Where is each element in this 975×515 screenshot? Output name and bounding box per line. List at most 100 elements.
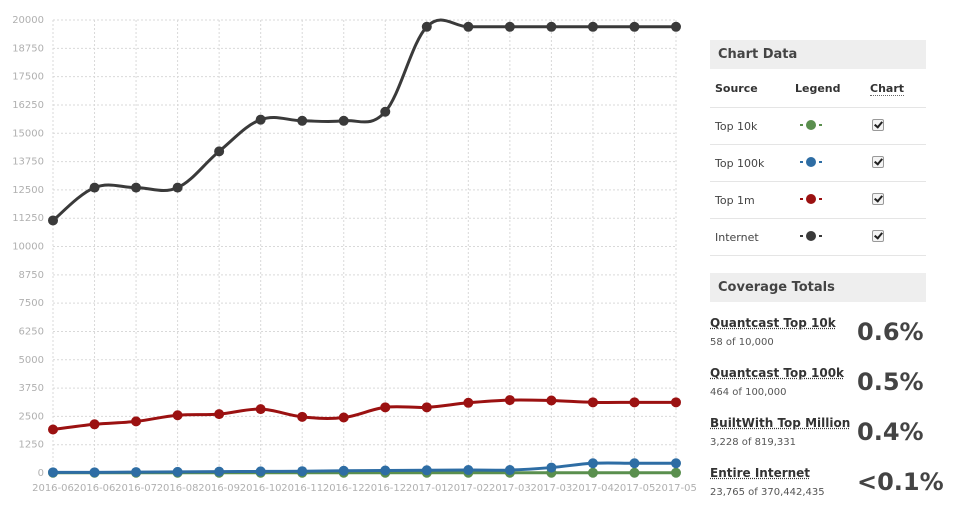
data-point [338, 412, 349, 423]
data-point [546, 21, 557, 32]
x-tick-label: 2016-12 [323, 483, 365, 494]
coverage-name-link[interactable]: Entire Internet [710, 466, 811, 480]
data-point [463, 465, 474, 476]
coverage-item: Quantcast Top 100k 464 of 100,000 0.5% [710, 360, 926, 410]
series-top-1m [48, 395, 681, 435]
data-point [421, 21, 432, 32]
data-point [214, 409, 225, 420]
x-tick-label: 2016-07 [115, 483, 157, 494]
x-tick-label: 2016-12 [364, 483, 406, 494]
y-tick-label: 18750 [12, 43, 44, 54]
header-chart-label: Chart [870, 81, 905, 96]
data-point [546, 462, 557, 473]
data-point [671, 397, 681, 408]
x-tick-label: 2017-05 [614, 483, 656, 494]
data-point [671, 21, 681, 32]
coverage-count: 3,228 of 819,331 [710, 437, 796, 448]
x-tick-label: 2016-08 [157, 483, 199, 494]
data-point [172, 410, 183, 421]
series-checkbox-internet[interactable] [872, 229, 884, 242]
data-point [338, 115, 349, 126]
legend-cell [794, 144, 869, 182]
header-chart: Chart [869, 69, 926, 108]
chart-toggle-cell [869, 107, 926, 145]
data-point [89, 419, 100, 430]
data-point [131, 467, 142, 478]
data-point [48, 467, 58, 478]
data-point [629, 21, 640, 32]
coverage-item: BuiltWith Top Million 3,228 of 819,331 0… [710, 410, 926, 460]
data-point [297, 411, 308, 422]
y-tick-label: 3750 [19, 383, 44, 394]
source-label: Top 10k [710, 107, 794, 145]
x-tick-label: 2016-06 [32, 483, 74, 494]
x-tick-label: 2017-02 [447, 483, 489, 494]
source-label: Top 1m [710, 181, 794, 219]
data-point [297, 115, 308, 126]
table-row: Top 1m [710, 181, 926, 219]
y-tick-label: 11250 [12, 213, 44, 224]
x-tick-label: 2016-09 [198, 483, 240, 494]
x-axis: 2016-06 2016-06 2016-07 2016-08 2016-09 2016-… [32, 483, 697, 494]
series-checkbox-top-10k[interactable] [872, 118, 884, 131]
data-point [587, 458, 598, 469]
coverage-name-link[interactable]: BuiltWith Top Million [710, 416, 851, 430]
data-point [380, 465, 391, 476]
y-tick-label: 20000 [12, 15, 44, 26]
coverage-item: Entire Internet 23,765 of 370,442,435 <0… [710, 460, 944, 510]
x-tick-label: 2017-03 [489, 483, 531, 494]
coverage-count: 464 of 100,000 [710, 387, 787, 398]
legend-cell [794, 218, 869, 256]
x-tick-label: 2017-05 [655, 483, 697, 494]
data-point [587, 397, 598, 408]
series-checkbox-top-1m[interactable] [872, 192, 884, 205]
y-tick-label: 16250 [12, 100, 44, 111]
data-point [380, 106, 391, 117]
x-tick-label: 2016-11 [281, 483, 323, 494]
coverage-name-link[interactable]: Quantcast Top 100k [710, 366, 845, 380]
source-label: Top 100k [710, 144, 794, 182]
data-point [255, 404, 266, 415]
chart-data-panel: Chart Data Source Legend Chart Top 10k T… [710, 40, 926, 256]
data-point [172, 466, 183, 477]
table-row: Top 10k [710, 107, 926, 145]
series-line-top-1m [52, 398, 676, 432]
coverage-name-link[interactable]: Quantcast Top 10k [710, 316, 836, 330]
chart-grid [52, 19, 677, 474]
data-point [504, 21, 515, 32]
x-tick-label: 2017-01 [406, 483, 448, 494]
data-point [297, 466, 308, 477]
series-internet [48, 18, 681, 226]
y-tick-label: 10000 [12, 242, 44, 253]
y-tick-label: 12500 [12, 185, 44, 196]
header-source: Source [710, 69, 794, 108]
data-point [48, 215, 58, 226]
y-tick-label: 6250 [19, 326, 44, 337]
legend-cell [794, 107, 869, 145]
data-point [587, 21, 598, 32]
series-checkbox-top-100k[interactable] [872, 155, 884, 168]
data-point [671, 467, 681, 478]
data-point [629, 467, 640, 478]
table-row: Top 100k [710, 144, 926, 182]
data-point [48, 424, 58, 435]
series-line-top-100k [52, 461, 676, 474]
table-row: Internet [710, 218, 926, 256]
y-tick-label: 13750 [12, 157, 44, 168]
coverage-count: 58 of 10,000 [710, 337, 774, 348]
y-tick-label: 2500 [19, 411, 44, 422]
data-point [131, 182, 142, 193]
y-tick-label: 8750 [19, 270, 44, 281]
y-tick-label: 1250 [19, 440, 44, 451]
data-point [421, 465, 432, 476]
data-point [380, 402, 391, 413]
legend-dot-icon [800, 230, 822, 241]
data-point [172, 182, 183, 193]
chart-data-title: Chart Data [710, 40, 926, 69]
data-point [214, 146, 225, 157]
data-point [546, 395, 557, 406]
chart-toggle-cell [869, 144, 926, 182]
source-label: Internet [710, 218, 794, 256]
data-point [89, 182, 100, 193]
coverage-percent: 0.5% [857, 368, 924, 396]
